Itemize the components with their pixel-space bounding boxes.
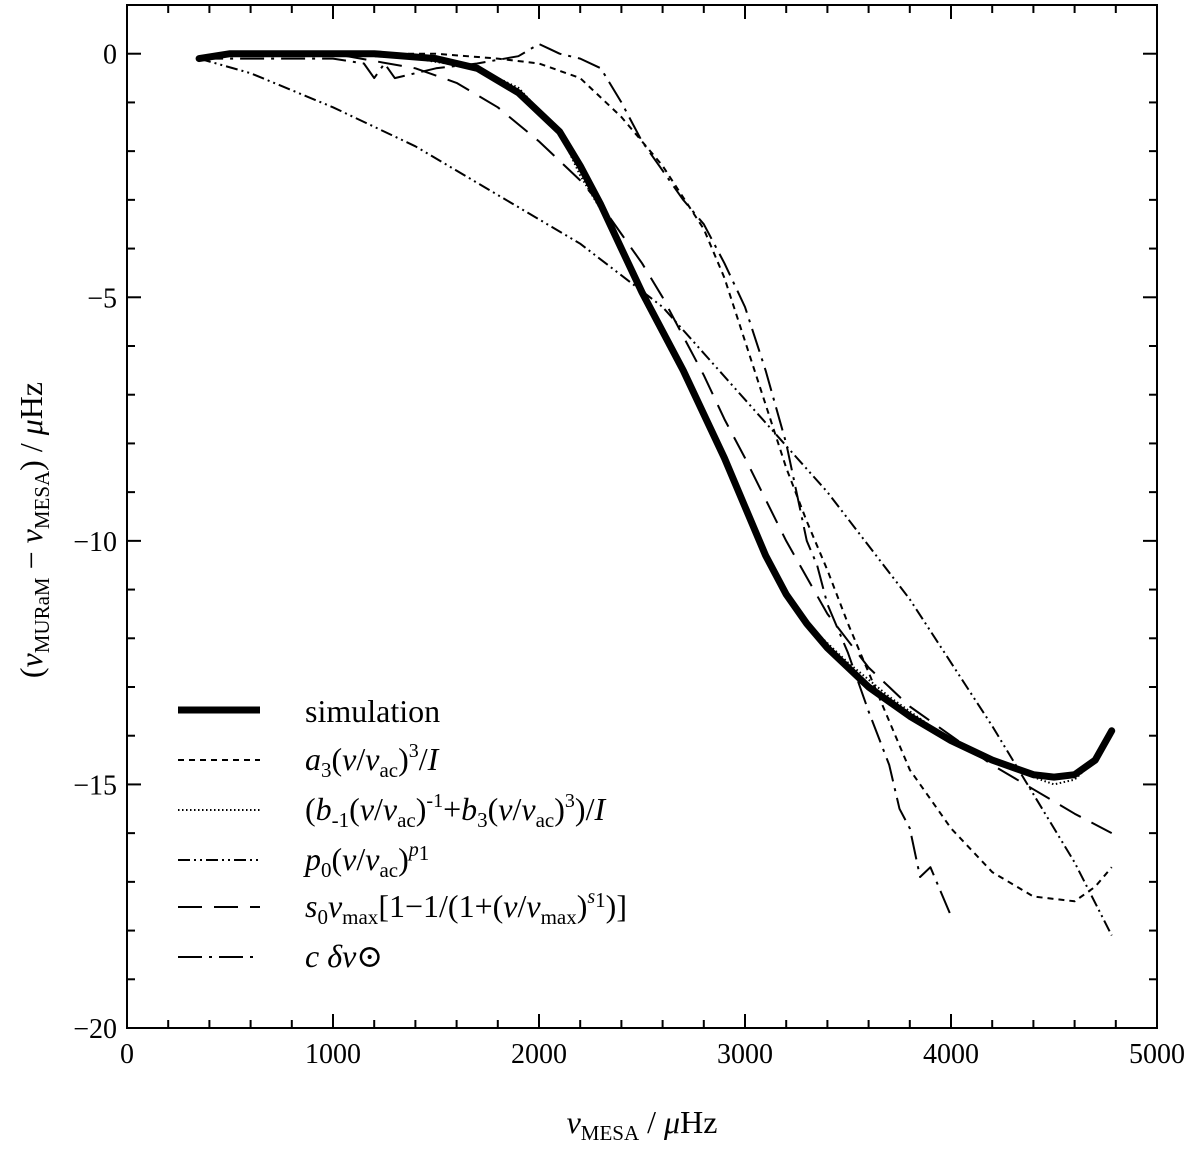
legend-label-c: c δν⊙ xyxy=(305,938,383,974)
y-axis-title: (νMURaM − νMESA) / μHz xyxy=(13,382,54,678)
legend: simulation a3(ν/νac)3/I (b-1(ν/νac)-1+b3… xyxy=(178,693,627,974)
legend-label-simulation: simulation xyxy=(305,693,440,729)
x-tick-label: 4000 xyxy=(923,1039,979,1070)
y-tick-label: −15 xyxy=(73,770,117,801)
legend-label-p: p0(ν/νac)p1 xyxy=(303,839,429,882)
x-tick-label: 5000 xyxy=(1129,1039,1185,1070)
y-tick-label: −10 xyxy=(73,527,117,558)
y-tick-label: −20 xyxy=(73,1014,117,1045)
series-line-s xyxy=(199,52,1113,834)
plot-frame xyxy=(126,4,1158,1029)
series-layer xyxy=(195,43,1116,936)
series-line-simulation xyxy=(195,50,1116,781)
x-tick-label: 3000 xyxy=(717,1039,773,1070)
y-tick-label: −5 xyxy=(87,283,117,314)
legend-label-b: (b-1(ν/νac)-1+b3(ν/νac)3)/I xyxy=(305,790,606,832)
series-line-a3 xyxy=(199,52,1113,903)
series-line-c xyxy=(199,43,952,917)
x-tick-label: 0 xyxy=(120,1039,134,1070)
legend-label-a3: a3(ν/νac)3/I xyxy=(305,740,440,782)
x-tick-label: 2000 xyxy=(511,1039,567,1070)
x-tick-label: 1000 xyxy=(305,1039,361,1070)
legend-label-s: s0νmax[1−1/(1+(ν/νmax)s1)] xyxy=(305,886,627,929)
x-axis-title: νMESA / μHz xyxy=(567,1104,718,1145)
y-tick-label: 0 xyxy=(103,40,117,71)
series-line-p xyxy=(198,57,1113,936)
tick-layer: 0 1000 2000 3000 4000 5000 0 −5 −10 −15 −20 xyxy=(73,4,1185,1070)
